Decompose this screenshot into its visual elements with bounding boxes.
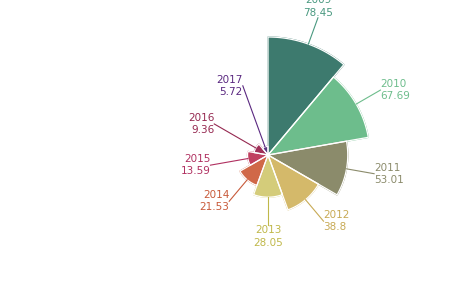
Polygon shape	[268, 155, 318, 210]
Text: 2017
5.72: 2017 5.72	[217, 75, 243, 97]
Polygon shape	[254, 144, 268, 155]
Polygon shape	[240, 155, 268, 185]
Text: 2012
38.8: 2012 38.8	[324, 210, 350, 232]
Polygon shape	[262, 146, 268, 155]
Text: 2014
21.53: 2014 21.53	[199, 190, 229, 213]
Text: 2015
13.59: 2015 13.59	[180, 154, 211, 176]
Text: 2010
67.69: 2010 67.69	[381, 79, 410, 101]
Text: 2011
53.01: 2011 53.01	[374, 163, 404, 185]
Polygon shape	[268, 141, 348, 195]
Text: 2009
78.45: 2009 78.45	[303, 0, 333, 18]
Polygon shape	[268, 37, 344, 155]
Polygon shape	[268, 77, 368, 155]
Text: 2013
28.05: 2013 28.05	[253, 225, 283, 248]
Text: 2016
9.36: 2016 9.36	[188, 113, 214, 135]
Polygon shape	[248, 152, 268, 165]
Polygon shape	[253, 155, 283, 197]
